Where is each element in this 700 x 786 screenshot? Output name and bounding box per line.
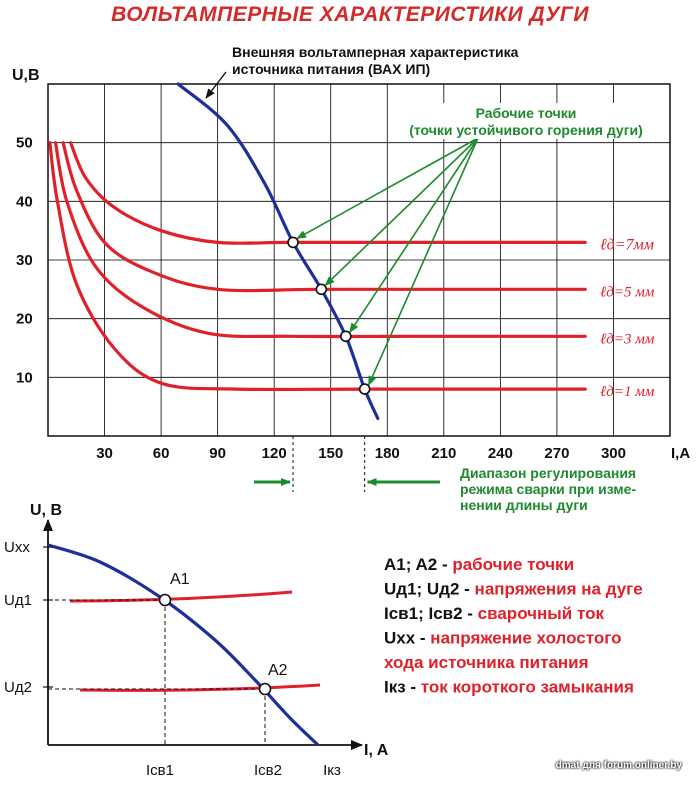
legend-key: A1; A2 - [384,555,452,574]
range-label-line2: режима сварки при изме- [460,481,636,497]
arc-characteristic-line [61,141,587,293]
operating-point-arrow [296,137,479,240]
x-tick-label: 120 [262,445,287,462]
legend-text: рабочие точки [452,555,574,574]
points-label-line2: (точки устойчивого горения дуги) [409,122,643,138]
source-label-bg [226,42,578,78]
legend-text: напряжения на дуге [475,580,643,599]
x-mark-label: Iкз [323,762,341,779]
legend-row: Uд1; Uд2 - напряжения на дуге [384,580,643,599]
plot-frame [47,83,671,437]
legend-text: хода источника питания [384,653,589,672]
x-tick-label: 270 [544,445,569,462]
y-axis-label: U,B [12,67,40,84]
x-tick-label: 150 [318,445,343,462]
y-tick-label: 20 [16,311,33,328]
source-characteristic-line [176,82,380,420]
operating-point-arrow [324,137,479,287]
x-tick-label: 90 [209,445,226,462]
x-tick-label: 210 [431,445,456,462]
legend-row: хода источника питания [384,653,589,672]
arc-length-label: ℓд=3 мм [600,331,655,347]
operating-point [287,236,299,249]
legend-text: сварочный ток [478,604,605,623]
arc-length-label: ℓд=1 мм [600,384,655,400]
arc-characteristic-line [53,141,587,339]
range-label-line3: нении длины дуги [460,497,588,513]
point-label-a2: A2 [268,662,288,679]
source-label-line1: Внешняя вольтамперная характеристика [232,44,519,60]
watermark: dmat для forum.onliner.by [555,760,682,771]
legend-key: Iсв1; Iсв2 - [384,604,478,623]
range-label-line1: Диапазон регулирования [460,465,636,481]
x-mark-label: Iсв1 [146,762,174,779]
arc-length-label: ℓд=5 мм [600,284,655,300]
legend-key: Uxx - [384,629,430,648]
source-label-line2: источника питания (ВАХ ИП) [232,61,430,77]
y-mark-label: Uд1 [4,592,32,609]
source-label-arrow [205,71,227,99]
operating-point-arrow [367,137,479,386]
legend-key: Iкз - [384,678,421,697]
page-title: ВОЛЬТАМПЕРНЫЕ ХАРАКТЕРИСТИКИ ДУГИ [111,3,589,26]
x-tick-label: 60 [153,445,170,462]
y-tick-label: 30 [16,252,33,269]
y-axis-label: U, B [30,502,62,519]
legend-key: Uд1; Uд2 - [384,580,475,599]
arc-length-label: ℓд=7мм [600,236,654,253]
x-axis-label: I,A [671,445,690,462]
operating-point-a2 [258,682,272,696]
legend-text: ток короткого замыкания [421,678,634,697]
operating-point [358,383,371,395]
legend-row: A1; A2 - рабочие точки [384,555,574,574]
x-tick-label: 180 [375,445,400,462]
top-chart: 30 60 90 120 150 180 210 240 270 300 10 20 30 40 50 U,B… [12,42,690,513]
operating-point-arrow [349,137,479,334]
points-label-line1: Рабочие точки [476,105,577,121]
x-tick-label: 300 [601,445,626,462]
arc-characteristic-line [69,590,293,603]
y-tick-label: 50 [16,135,33,152]
x-tick-label: 240 [488,445,513,462]
legend-row: Uxx - напряжение холостого [384,629,621,648]
y-mark-label: Uxx [4,539,30,556]
legend-row: Iкз - ток короткого замыкания [384,678,634,697]
legend-row: Iсв1; Iсв2 - сварочный ток [384,604,604,623]
arc-characteristic-line [79,683,321,692]
source-characteristic-line [47,543,320,747]
y-tick-label: 40 [16,193,33,210]
operating-point [315,283,328,296]
x-mark-label: Iсв2 [254,762,282,779]
legend-text: напряжение холостого [430,629,621,648]
arc-characteristic-line [69,141,587,245]
arc-characteristic-line [48,141,587,392]
y-tick-label: 10 [16,369,33,386]
y-mark-label: Uд2 [4,679,32,696]
operating-point [340,330,352,343]
operating-point-a1 [158,593,172,607]
points-label-bg [388,103,668,139]
point-label-a1: A1 [170,571,190,588]
x-tick-label: 30 [96,445,113,462]
x-axis-label: I, A [364,742,389,759]
